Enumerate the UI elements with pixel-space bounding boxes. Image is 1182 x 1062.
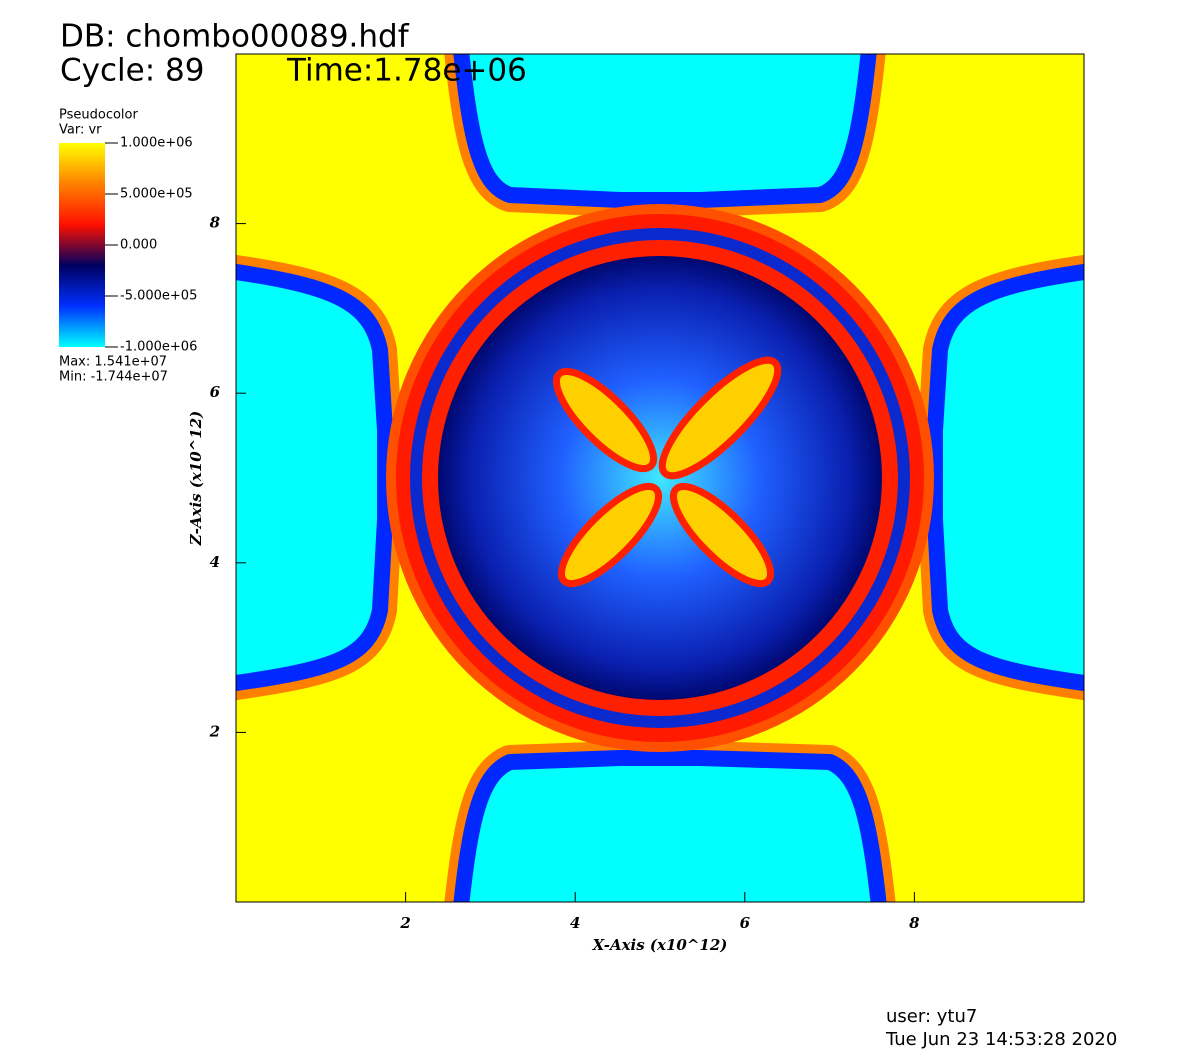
field xyxy=(236,54,1084,902)
y-tick-label: 4 xyxy=(210,553,220,571)
x-tick-label: 8 xyxy=(909,914,920,932)
legend-max: Max: 1.541e+07 xyxy=(59,355,167,370)
time: Time:1.78e+06 xyxy=(286,53,527,89)
y-axis-label: Z-Axis (x10^12) xyxy=(187,411,205,547)
user: user: ytu7 xyxy=(886,1006,977,1027)
date: Tue Jun 23 14:53:28 2020 xyxy=(885,1029,1117,1050)
y-tick-label: 6 xyxy=(210,383,221,401)
legend-title: Pseudocolor xyxy=(59,108,138,123)
db-title: DB: chombo00089.hdf xyxy=(60,19,410,55)
x-axis-label: X-Axis (x10^12) xyxy=(592,936,728,954)
x-tick-label: 2 xyxy=(399,914,410,932)
colorbar-tick-label: -1.000e+06 xyxy=(120,340,197,355)
x-tick-label: 6 xyxy=(740,914,751,932)
plot-frame xyxy=(235,53,1085,903)
colorbar-tick-label: 0.000 xyxy=(120,238,157,253)
legend-min: Min: -1.744e+07 xyxy=(59,370,168,385)
y-tick-label: 2 xyxy=(209,722,220,740)
cycle: Cycle: 89 xyxy=(60,53,204,89)
colorbar-tick-label: 1.000e+06 xyxy=(120,136,193,151)
colorbar xyxy=(59,143,105,347)
colorbar-tick-label: -5.000e+05 xyxy=(120,289,197,304)
x-tick-label: 4 xyxy=(570,914,580,932)
colorbar-tick-label: 5.000e+05 xyxy=(120,187,193,202)
y-tick-label: 8 xyxy=(210,214,221,232)
legend-var: Var: vr xyxy=(59,123,102,138)
